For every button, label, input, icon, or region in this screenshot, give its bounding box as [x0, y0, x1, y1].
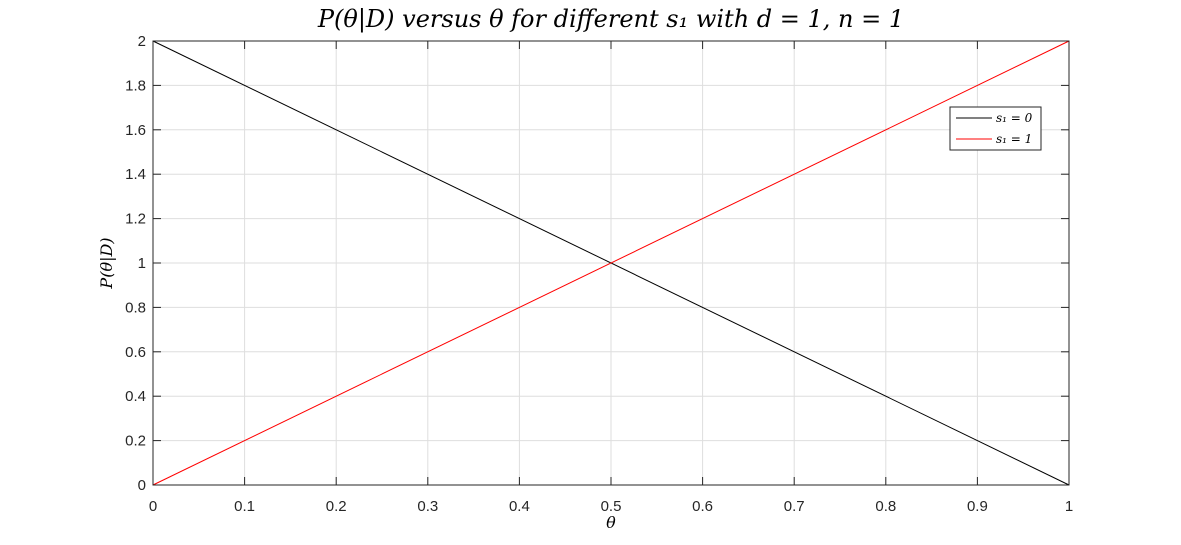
x-tick-label: 0	[149, 498, 157, 515]
legend-entry-label: s₁ = 0	[996, 111, 1033, 125]
x-tick-label: 0.8	[875, 498, 896, 515]
y-tick-label: 0.4	[125, 388, 146, 405]
chart-title: P(θ|D) versus θ for different s₁ with d …	[317, 5, 904, 34]
y-tick-label: 1.6	[125, 122, 146, 139]
y-tick-label: 0.8	[125, 299, 146, 316]
y-tick-label: 1	[138, 255, 146, 272]
legend: s₁ = 0 s₁ = 1	[949, 106, 1042, 151]
legend-box	[949, 106, 1042, 151]
y-tick-label: 2	[138, 33, 146, 50]
x-tick-label: 0.9	[967, 498, 988, 515]
y-tick-label: 1.4	[125, 166, 146, 183]
x-tick-label: 1	[1065, 498, 1073, 515]
legend-entry-label: s₁ = 1	[996, 132, 1032, 146]
y-tick-label: 0	[138, 477, 146, 494]
x-tick-label: 0.1	[234, 498, 255, 515]
y-axis-label: P(θ|D)	[97, 237, 116, 289]
x-tick-label: 0.2	[326, 498, 347, 515]
series-line	[152, 40, 1070, 486]
x-tick-label: 0.3	[417, 498, 438, 515]
x-tick-label: 0.7	[784, 498, 805, 515]
x-tick-label: 0.5	[601, 498, 622, 515]
y-tick-label: 0.6	[125, 344, 146, 361]
ticks: 0 0.1 0.2 0.3 0.4 0.5 0.6 0.7 0.8 0.9 1 0 0.2 0.4 0.6 0…	[125, 33, 1073, 515]
y-tick-label: 1.8	[125, 77, 146, 94]
y-tick-label: 1.2	[125, 211, 146, 228]
y-tick-label: 0.2	[125, 433, 146, 450]
x-tick-label: 0.4	[509, 498, 530, 515]
x-tick-label: 0.6	[692, 498, 713, 515]
series-layer	[152, 40, 1070, 486]
x-axis-label: θ	[606, 513, 616, 532]
